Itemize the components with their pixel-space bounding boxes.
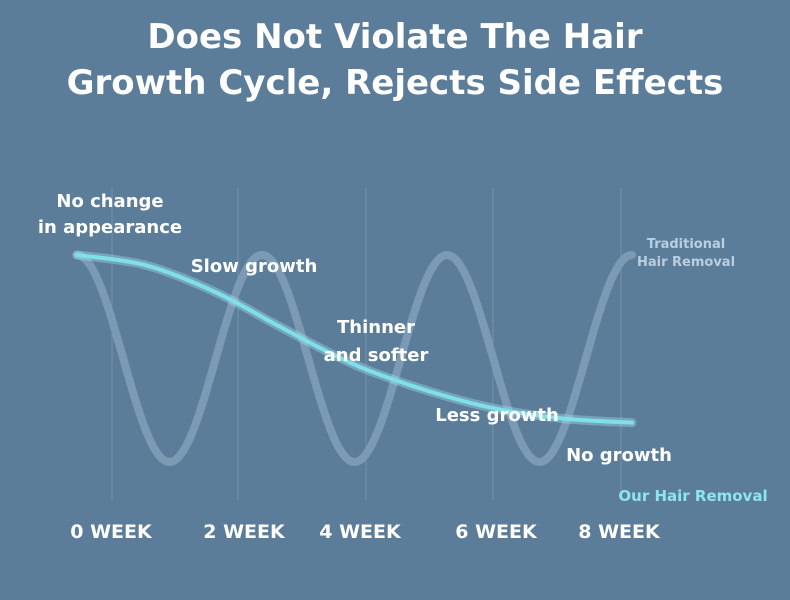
series-label-traditional: Traditional <box>647 237 725 252</box>
stage-annotation: Thinner <box>337 317 415 338</box>
chart-title: Does Not Violate The Hair Growth Cycle, … <box>0 14 790 106</box>
series-line-traditional <box>73 250 636 467</box>
series-line-ours-glow <box>72 250 637 428</box>
series-label-ours: Our Hair Removal <box>618 487 767 505</box>
title-line-2: Growth Cycle, Rejects Side Effects <box>66 63 724 103</box>
chart-labels: 0 WEEK 2 WEEK 4 WEEK 6 WEEK 8 WEEK No change i… <box>38 191 768 543</box>
stage-annotation: Less growth <box>435 405 559 426</box>
x-tick-label: 6 WEEK <box>455 521 538 543</box>
stage-annotation: and softer <box>324 345 429 366</box>
stage-annotation: Slow growth <box>191 256 318 277</box>
stage-annotation: No growth <box>566 445 672 466</box>
series-line-ours <box>75 253 634 425</box>
x-tick-label: 8 WEEK <box>578 521 661 543</box>
stage-annotation: No change <box>56 191 163 212</box>
x-tick-label: 4 WEEK <box>319 521 402 543</box>
series-label-traditional: Hair Removal <box>637 255 735 270</box>
x-tick-label: 0 WEEK <box>70 521 153 543</box>
title-line-1: Does Not Violate The Hair <box>147 17 643 57</box>
x-tick-label: 2 WEEK <box>203 521 286 543</box>
stage-annotation: in appearance <box>38 217 182 238</box>
